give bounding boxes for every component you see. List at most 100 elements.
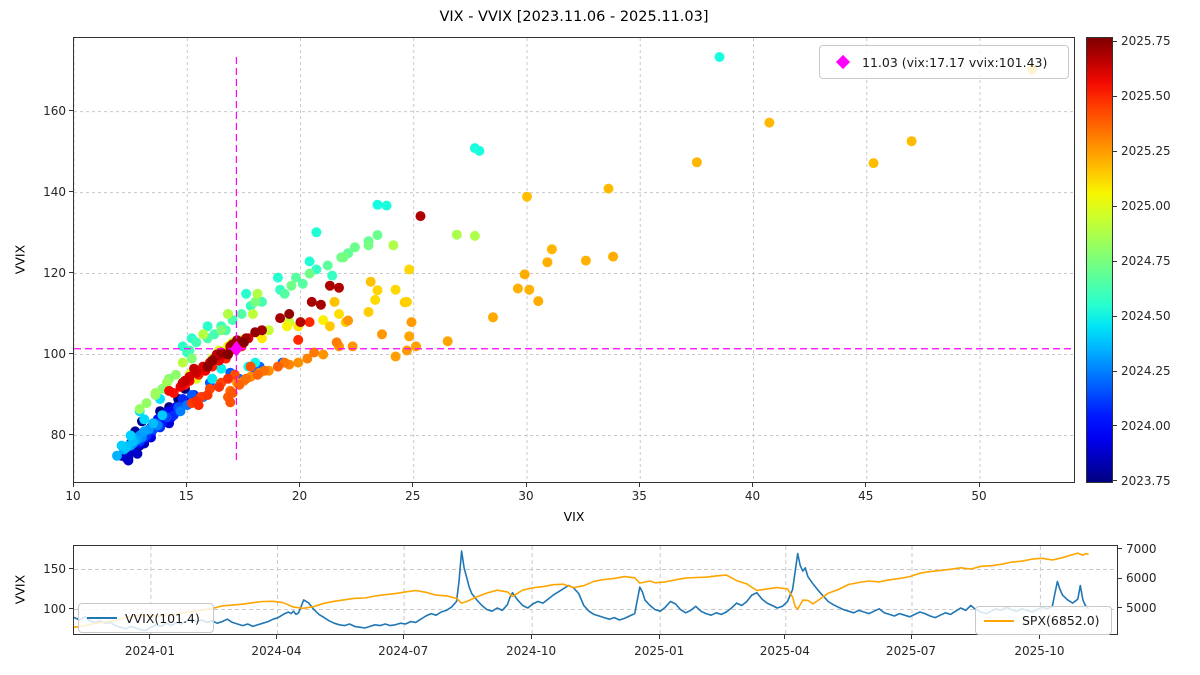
scatter-point <box>191 337 202 348</box>
tick-mark <box>299 483 300 487</box>
scatter-point <box>363 307 374 317</box>
tick-mark <box>752 483 753 487</box>
scatter-point <box>121 452 132 463</box>
scatter-point <box>198 329 209 340</box>
main-x-tick-label: 30 <box>518 489 534 503</box>
scatter-point <box>281 321 292 332</box>
scatter-point <box>603 183 614 194</box>
tick-mark <box>1113 205 1117 207</box>
scatter-point <box>304 317 315 328</box>
main-y-tick-label: 100 <box>43 346 66 361</box>
colorbar-tick-label: 2025.25 <box>1121 144 1171 159</box>
scatter-point <box>451 229 462 240</box>
scatter-point <box>906 136 917 147</box>
scatter-point <box>238 337 249 348</box>
scatter-point <box>161 377 172 388</box>
spx-line-sample-icon <box>984 619 1014 622</box>
main-x-tick-label: 15 <box>178 489 194 503</box>
tick-mark <box>69 191 73 193</box>
scatter-point <box>150 388 161 398</box>
scatter-point <box>377 329 387 340</box>
scatter-point <box>250 327 261 338</box>
tick-mark <box>185 483 187 487</box>
tick-mark <box>69 434 73 435</box>
vvix-line-sample-icon <box>87 617 117 619</box>
spx-line <box>74 552 1089 628</box>
scatter-point <box>349 242 360 253</box>
scatter-point <box>134 404 145 415</box>
scatter-point <box>247 309 258 319</box>
tick-mark <box>402 635 404 639</box>
scatter-point <box>327 270 338 281</box>
main-y-tick-label: 160 <box>43 103 66 118</box>
scatter-point <box>125 430 136 441</box>
scatter-point <box>223 373 233 384</box>
scatter-point <box>295 317 306 328</box>
ts-x-tick-label: 2025-04 <box>759 644 810 658</box>
tick-mark <box>1118 548 1122 550</box>
scatter-point <box>318 349 329 360</box>
scatter-point <box>223 309 233 319</box>
scatter-point <box>388 240 399 251</box>
colorbar-tick-label: 2023.75 <box>1121 473 1171 488</box>
scatter-point <box>139 426 150 437</box>
vvix-legend: VVIX(101.4) <box>78 603 214 633</box>
scatter-point <box>334 309 344 319</box>
scatter-point <box>297 278 308 289</box>
spx-legend: SPX(6852.0) <box>975 606 1112 635</box>
scatter-point <box>404 331 415 342</box>
ts-x-tick-label: 2024-01 <box>124 644 175 658</box>
ts-x-tick-label: 2025-10 <box>1014 644 1065 658</box>
ts-x-tick-label: 2024-10 <box>506 644 557 658</box>
scatter-point <box>306 296 317 307</box>
scatter-point <box>164 385 175 396</box>
tick-mark <box>638 483 640 487</box>
scatter-point <box>284 309 295 319</box>
main-x-tick-label: 20 <box>291 489 308 503</box>
main-xaxis-label: VIX <box>563 509 585 524</box>
scatter-point <box>177 357 188 368</box>
tick-mark <box>1113 150 1117 152</box>
scatter-point <box>245 361 256 372</box>
scatter-point <box>279 288 290 299</box>
scatter-point <box>223 349 233 360</box>
scatter-point <box>399 297 410 308</box>
scatter-point <box>329 296 340 307</box>
scatter-point <box>365 276 376 287</box>
ts-right-tick-label: 5000 <box>1126 600 1157 615</box>
scatter-point <box>474 145 485 156</box>
latest-point-diamond <box>230 340 243 357</box>
scatter-point <box>309 347 320 358</box>
vvix-legend-label: VVIX(101.4) <box>125 610 200 626</box>
tick-mark <box>1118 577 1122 579</box>
scatter-point <box>186 353 197 364</box>
tick-mark <box>910 635 912 639</box>
scatter-point <box>372 285 383 296</box>
scatter-point <box>469 230 480 241</box>
scatter-point <box>533 296 544 307</box>
main-y-tick-label: 80 <box>50 427 66 442</box>
scatter-point <box>363 240 374 251</box>
tick-mark <box>72 483 74 487</box>
scatter-point <box>372 230 383 241</box>
scatter-gridlines <box>74 38 1074 482</box>
scatter-point <box>286 280 297 291</box>
scatter-point <box>402 345 412 356</box>
scatter-point <box>522 191 532 202</box>
scatter-point <box>139 414 150 425</box>
tick-mark <box>530 635 532 639</box>
tick-mark <box>1118 607 1122 609</box>
scatter-point <box>331 337 342 348</box>
colorbar-tick-label: 2025.75 <box>1121 34 1171 49</box>
scatter-point <box>868 158 879 169</box>
colorbar-tick-label: 2024.25 <box>1121 364 1171 378</box>
scatter-legend-label: 11.03 (vix:17.17 vvix:101.43) <box>862 54 1048 70</box>
scatter-point <box>116 440 127 451</box>
scatter-point <box>580 255 591 266</box>
scatter-point <box>322 260 333 271</box>
scatter-point <box>241 288 252 299</box>
scatter-point <box>214 381 224 392</box>
scatter-point <box>338 252 349 263</box>
ts-right-tick-label: 6000 <box>1126 571 1157 586</box>
